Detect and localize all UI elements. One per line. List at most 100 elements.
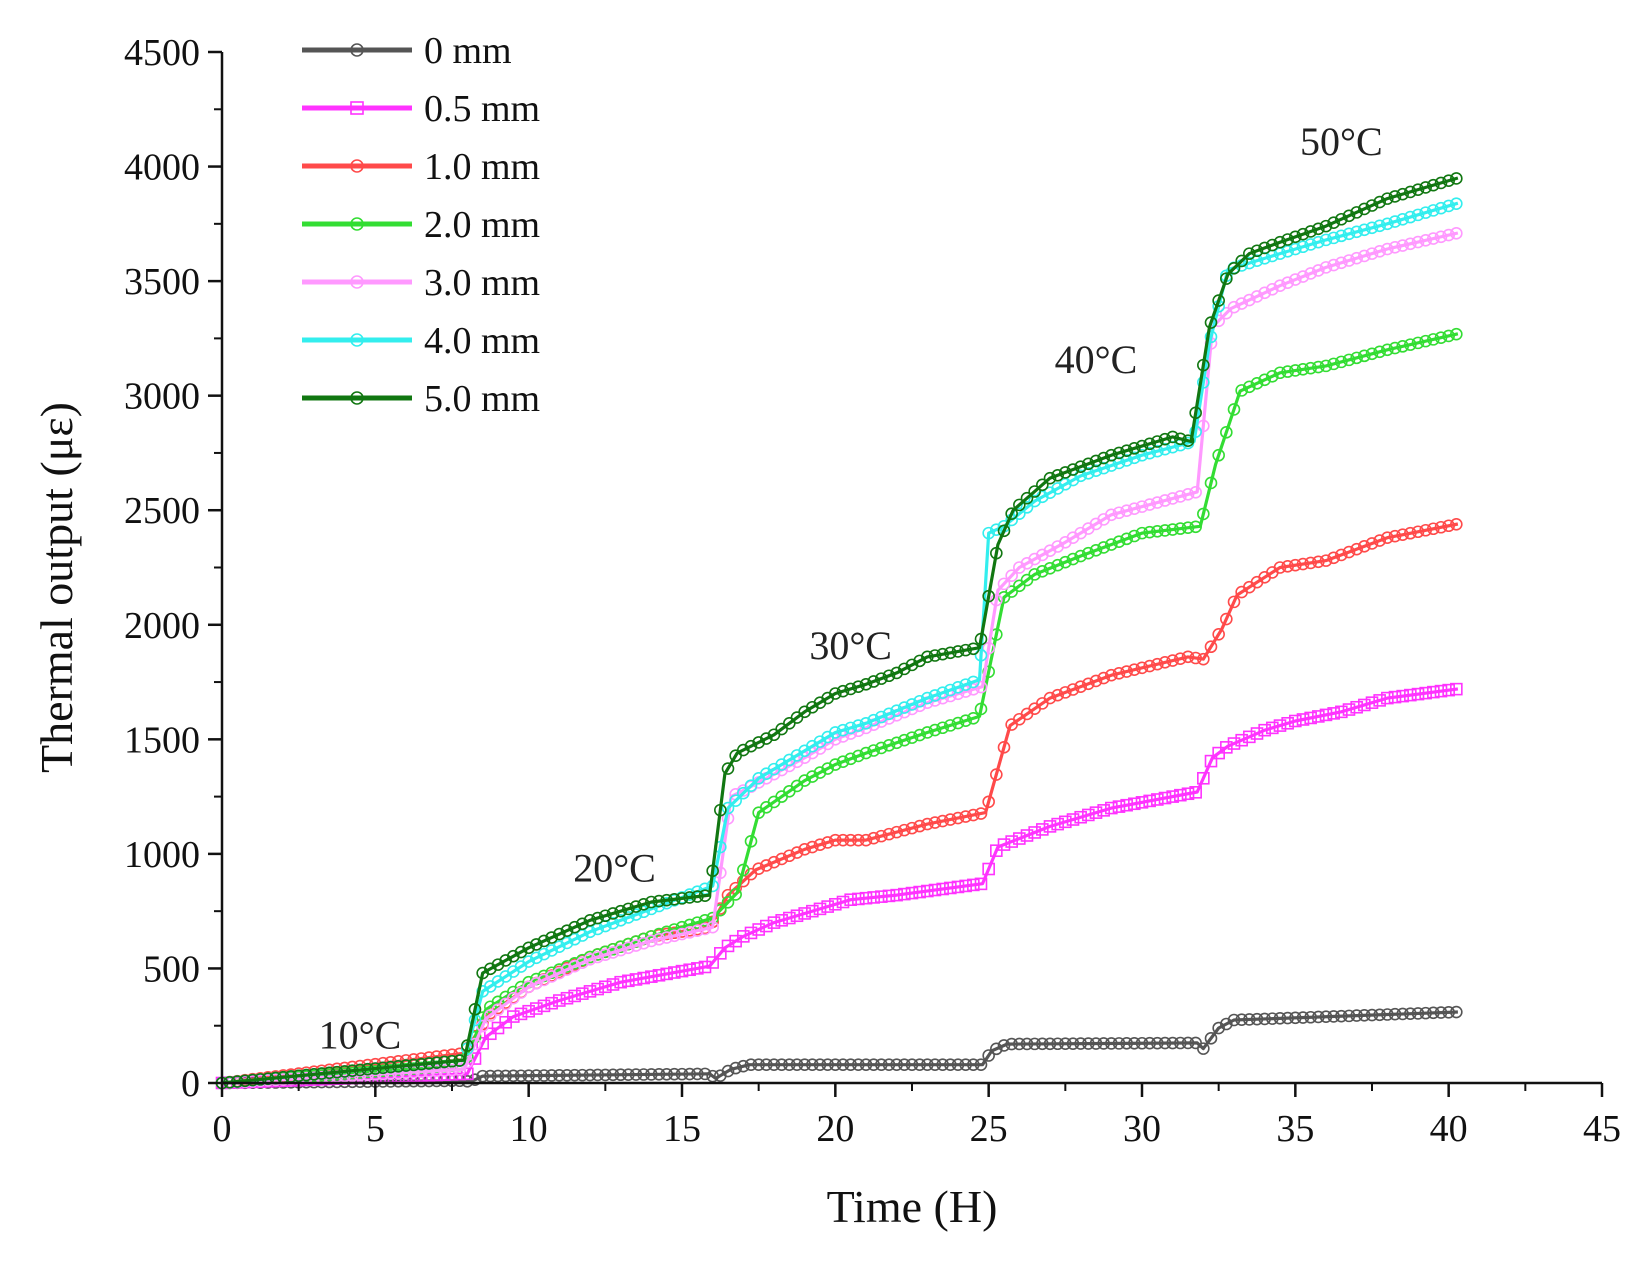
data-point	[622, 941, 635, 955]
data-point	[1327, 357, 1340, 371]
data-point	[867, 1058, 880, 1071]
data-point	[560, 936, 574, 950]
data-point	[1396, 187, 1409, 201]
data-point	[415, 1057, 428, 1071]
data-point	[1105, 448, 1118, 462]
data-point	[461, 1039, 474, 1052]
data-point	[744, 834, 758, 848]
x-tick-label: 35	[1276, 1108, 1314, 1150]
data-point	[813, 766, 827, 779]
data-point	[330, 1065, 344, 1079]
data-point	[1059, 815, 1072, 829]
data-point	[1388, 529, 1402, 543]
data-point	[675, 927, 689, 941]
data-point	[806, 840, 819, 854]
data-point	[829, 687, 842, 700]
data-point	[1266, 369, 1279, 383]
data-point	[453, 1054, 466, 1067]
data-point	[1319, 233, 1333, 247]
data-point	[913, 728, 926, 742]
data-point	[568, 989, 581, 1003]
data-point	[1036, 478, 1049, 492]
y-tick-label: 4500	[124, 32, 200, 74]
data-point	[1373, 195, 1386, 209]
data-point	[668, 966, 681, 979]
data-point	[921, 817, 934, 831]
data-point	[790, 846, 804, 859]
data-point	[1066, 463, 1080, 476]
data-point	[944, 719, 957, 732]
data-point	[1411, 208, 1425, 222]
data-point	[1296, 270, 1310, 283]
data-point	[1358, 249, 1371, 263]
data-point	[905, 886, 919, 900]
data-point	[1281, 245, 1294, 258]
data-point	[1120, 532, 1133, 546]
data-point	[583, 914, 597, 927]
data-point	[614, 1068, 627, 1082]
data-point	[1220, 272, 1233, 285]
data-point	[875, 741, 888, 755]
data-point	[1158, 432, 1172, 446]
data-point	[553, 966, 566, 980]
data-point	[1105, 668, 1118, 682]
data-point	[606, 907, 620, 920]
data-point	[1097, 804, 1110, 817]
data-point	[836, 755, 850, 768]
data-point	[1381, 192, 1394, 205]
data-point	[1281, 276, 1294, 289]
data-point	[1381, 531, 1394, 545]
y-tick-label: 500	[143, 948, 200, 990]
data-point	[1082, 457, 1095, 471]
data-point	[1028, 568, 1041, 581]
data-point	[1128, 442, 1141, 455]
data-point	[836, 723, 850, 737]
data-point	[1143, 1036, 1156, 1050]
data-point	[1112, 1037, 1126, 1050]
data-point	[1335, 256, 1348, 270]
data-point	[844, 1058, 857, 1071]
data-point	[1020, 491, 1034, 505]
data-point	[936, 814, 949, 828]
data-point	[1442, 329, 1455, 343]
data-point	[859, 746, 873, 760]
data-point	[1442, 199, 1455, 213]
data-point	[1128, 797, 1141, 811]
data-point	[476, 1069, 489, 1083]
data-point	[530, 977, 543, 990]
data-point	[882, 827, 896, 841]
temperature-label: 30°C	[809, 623, 892, 668]
data-point	[1097, 541, 1110, 554]
data-point	[1304, 711, 1317, 725]
x-tick-label: 20	[816, 1108, 854, 1150]
data-point	[1074, 810, 1087, 824]
data-point	[675, 964, 689, 978]
data-point	[1250, 727, 1264, 740]
data-point	[1135, 526, 1149, 540]
data-point	[1120, 798, 1133, 812]
data-point	[1335, 1009, 1348, 1023]
data-point	[1396, 689, 1409, 703]
data-point	[1089, 674, 1103, 688]
data-point	[1051, 817, 1064, 831]
data-point	[1250, 244, 1264, 258]
data-point	[744, 739, 758, 753]
data-point	[1450, 682, 1463, 696]
data-point	[445, 1054, 459, 1068]
data-point	[307, 1067, 321, 1081]
x-tick-label: 0	[213, 1108, 232, 1150]
data-point	[990, 593, 1003, 607]
data-point	[683, 926, 696, 939]
data-point	[606, 916, 620, 930]
x-axis-title: Time (H)	[827, 1181, 998, 1232]
data-point	[591, 982, 604, 996]
data-point	[1097, 461, 1110, 475]
data-point	[560, 963, 574, 976]
data-point	[1427, 685, 1440, 699]
data-point	[1151, 435, 1164, 448]
data-point	[323, 1066, 336, 1080]
data-point	[683, 1067, 696, 1081]
data-point	[1350, 351, 1363, 365]
data-point	[537, 999, 551, 1013]
data-point	[453, 1063, 466, 1076]
